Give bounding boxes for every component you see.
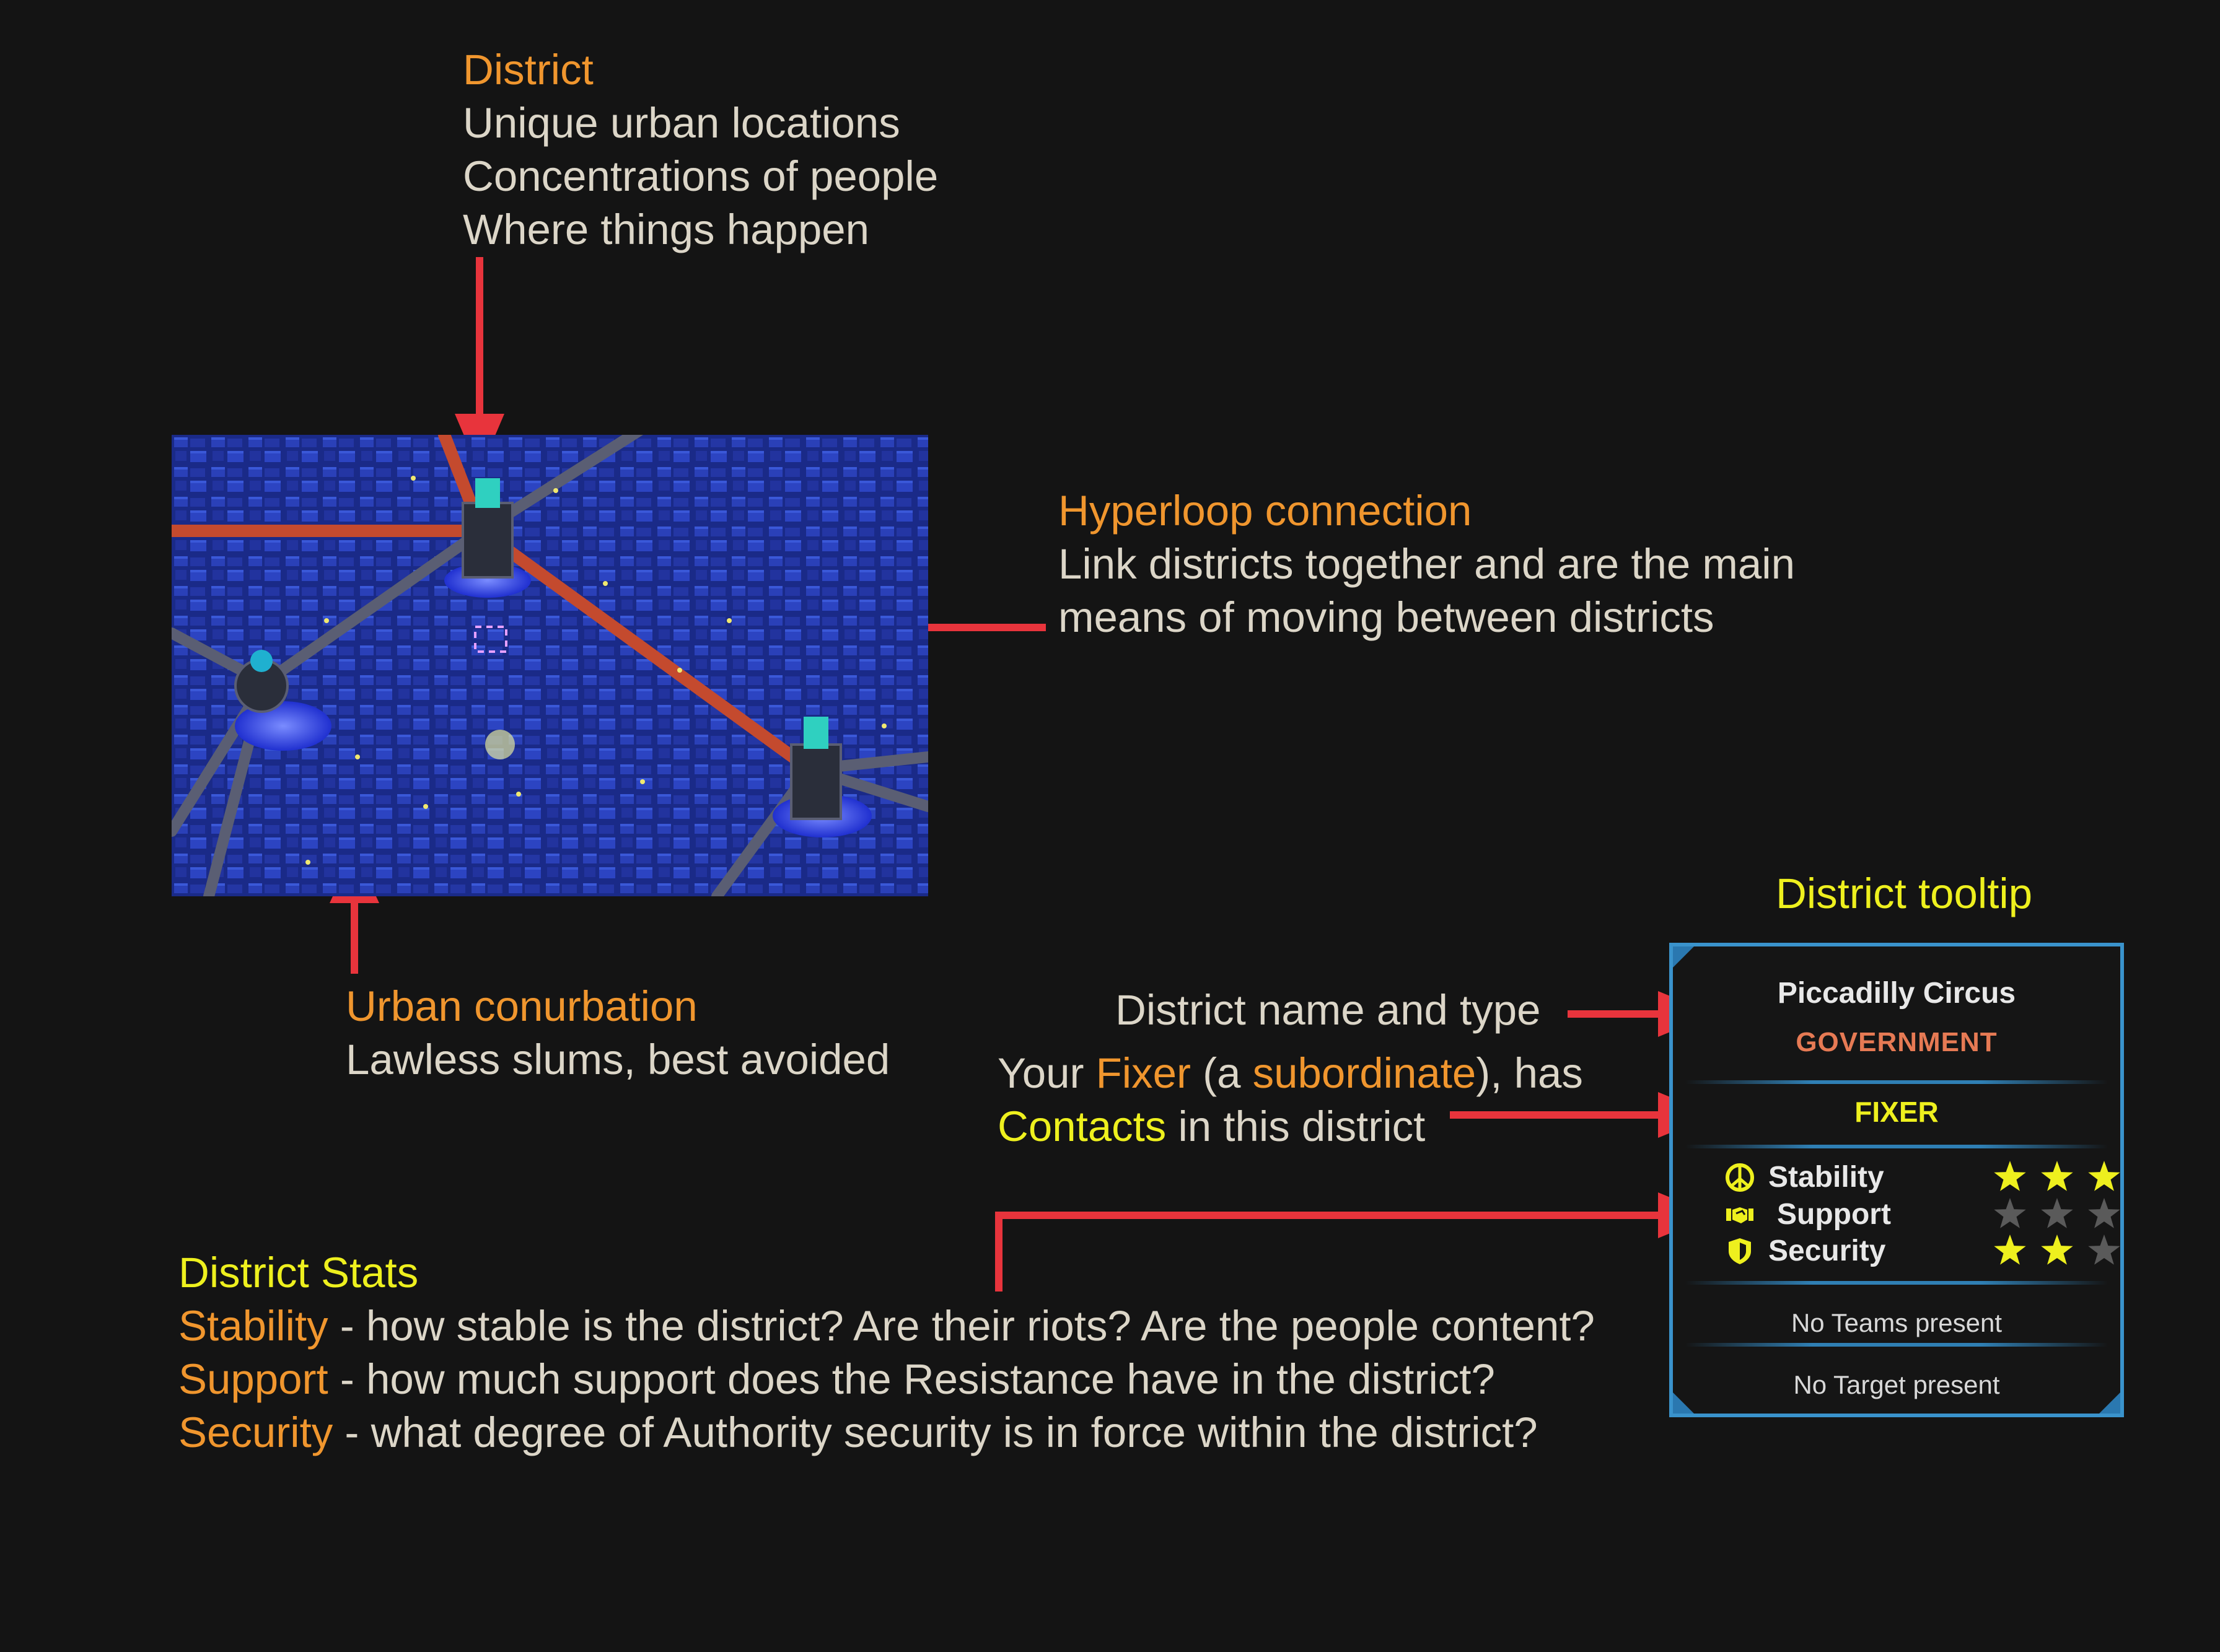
stat-term: Security: [178, 1409, 333, 1456]
district-annotation: District Unique urban locations Concentr…: [463, 43, 938, 256]
stats-arrow: [995, 1212, 1661, 1291]
star-icon: [2041, 1161, 2073, 1191]
stat-label: Security: [1768, 1235, 1886, 1267]
tooltip-caption: District tooltip: [1776, 870, 2033, 917]
peace-icon: [1726, 1163, 1754, 1192]
tooltip-corner-accents: [1673, 946, 2120, 1414]
name-type-annotation: District name and type: [1115, 986, 1541, 1034]
hyperloop-line: Link districts together and are the main: [1058, 540, 1795, 588]
fixer-text: in this district: [1166, 1103, 1426, 1150]
star-icon: [1994, 1198, 2026, 1228]
tooltip-target: No Target present: [1793, 1370, 2000, 1399]
hyperloop-title: Hyperloop connection: [1058, 487, 1472, 535]
city-map-image: [172, 435, 928, 896]
district-tooltip: Piccadilly Circus GOVERNMENT FIXER Stabi…: [1669, 943, 2124, 1417]
stat-label: Support: [1777, 1198, 1891, 1231]
tooltip-divider: [1685, 1343, 2108, 1347]
fixer-annotation: Your Fixer (a subordinate), has Contacts…: [998, 1047, 1583, 1153]
star-icon: [1994, 1161, 2026, 1191]
stat-term: Support: [178, 1355, 328, 1403]
star-icon: [1994, 1235, 2026, 1265]
tooltip-divider: [1685, 1080, 2108, 1084]
handshake-icon: [1726, 1207, 1753, 1223]
star-icon: [2088, 1235, 2120, 1265]
tooltip-district-name: Piccadilly Circus: [1777, 977, 2016, 1010]
support-stars: [1994, 1198, 2120, 1228]
shield-icon: [1729, 1238, 1751, 1264]
hyperloop-line: means of moving between districts: [1058, 593, 1714, 641]
fixer-text: ), has: [1476, 1049, 1583, 1097]
stat-label: Stability: [1768, 1161, 1884, 1194]
stat-term: Stability: [178, 1302, 328, 1350]
district-title: District: [463, 46, 594, 94]
star-icon: [2041, 1198, 2073, 1228]
district-line: Concentrations of people: [463, 152, 939, 200]
tooltip-teams: No Teams present: [1791, 1308, 2003, 1337]
star-icon: [2088, 1198, 2120, 1228]
star-icon: [2041, 1235, 2073, 1265]
tooltip-fixer-badge: FIXER: [1854, 1096, 1939, 1128]
district-line: Where things happen: [463, 206, 869, 253]
tooltip-divider: [1685, 1281, 2108, 1285]
fixer-text: (a: [1190, 1049, 1253, 1097]
stat-desc: - how much support does the Resistance h…: [328, 1355, 1495, 1403]
star-icon: [2088, 1161, 2120, 1191]
stability-stars: [1994, 1161, 2120, 1191]
fixer-term: Fixer: [1095, 1049, 1191, 1097]
contacts-term: Contacts: [998, 1103, 1167, 1150]
urban-line: Lawless slums, best avoided: [346, 1036, 890, 1083]
urban-annotation: Urban conurbation Lawless slums, best av…: [346, 980, 890, 1086]
tooltip-district-type: GOVERNMENT: [1796, 1027, 1998, 1057]
stat-desc: - how stable is the district? Are their …: [328, 1302, 1595, 1350]
security-stars: [1994, 1235, 2120, 1265]
tooltip-divider: [1685, 1145, 2108, 1148]
district-line: Unique urban locations: [463, 99, 900, 147]
stats-annotation: District Stats Stability - how stable is…: [178, 1246, 1595, 1459]
hyperloop-annotation: Hyperloop connection Link districts toge…: [1058, 484, 1795, 644]
urban-title: Urban conurbation: [346, 982, 698, 1030]
subordinate-term: subordinate: [1252, 1049, 1476, 1097]
stat-desc: - what degree of Authority security is i…: [333, 1409, 1538, 1456]
fixer-text: Your: [998, 1049, 1096, 1097]
stats-title: District Stats: [178, 1249, 419, 1296]
